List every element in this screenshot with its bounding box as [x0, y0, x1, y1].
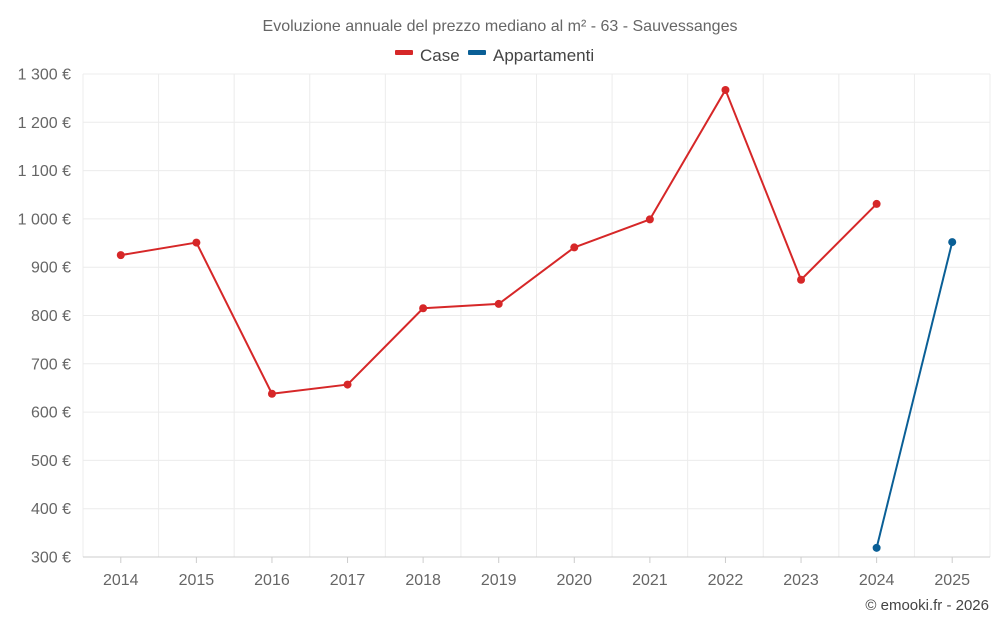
- x-tick-label: 2016: [254, 572, 290, 589]
- x-tick-label: 2025: [934, 572, 970, 589]
- x-tick-label: 2017: [330, 572, 366, 589]
- data-point-case-2022[interactable]: [721, 85, 730, 94]
- legend-label-case: Case: [420, 46, 460, 65]
- grid: [82, 73, 991, 557]
- x-tick-label: 2015: [179, 572, 215, 589]
- axes: 300 € 400 € 500 € 600 € 700 € 800 € 900 € 1 000…: [18, 67, 990, 589]
- y-tick-label: 900 €: [31, 260, 71, 277]
- data-point-case-2018[interactable]: [419, 304, 428, 313]
- chart-title: Evoluzione annuale del prezzo mediano al…: [263, 18, 738, 35]
- y-tick-label: 1 300 €: [18, 67, 71, 84]
- y-tick-label: 1 100 €: [18, 163, 71, 180]
- legend-swatch-case: [395, 50, 413, 55]
- x-tick-label: 2023: [783, 572, 819, 589]
- data-point-case-2019[interactable]: [494, 299, 503, 308]
- legend-label-appartamenti: Appartamenti: [493, 46, 594, 65]
- data-point-case-2017[interactable]: [343, 380, 352, 389]
- legend-item-case[interactable]: Case: [395, 46, 460, 65]
- x-tick-label: 2024: [859, 572, 895, 589]
- data-point-case-2023[interactable]: [797, 275, 806, 284]
- legend: Case Appartamenti: [395, 46, 594, 65]
- legend-item-appartamenti[interactable]: Appartamenti: [468, 46, 594, 65]
- data-point-case-2020[interactable]: [570, 243, 579, 252]
- data-point-appartamenti-2024[interactable]: [872, 543, 881, 552]
- x-tick-label: 2019: [481, 572, 517, 589]
- y-tick-label: 1 000 €: [18, 211, 71, 228]
- credit-text: © emooki.fr - 2026: [865, 597, 989, 614]
- y-tick-label: 300 €: [31, 550, 71, 567]
- data-point-case-2024[interactable]: [872, 199, 881, 208]
- data-point-case-2015[interactable]: [192, 238, 201, 247]
- y-tick-label: 800 €: [31, 308, 71, 325]
- x-tick-label: 2014: [103, 572, 139, 589]
- y-tick-label: 700 €: [31, 356, 71, 373]
- data-point-case-2021[interactable]: [645, 215, 654, 224]
- x-tick-label: 2020: [556, 572, 592, 589]
- series-line-appartamenti: [875, 241, 954, 549]
- y-tick-label: 500 €: [31, 453, 71, 470]
- x-tick-label: 2018: [405, 572, 441, 589]
- series-case: [116, 85, 881, 398]
- y-tick-label: 1 200 €: [18, 115, 71, 132]
- legend-swatch-appartamenti: [468, 50, 486, 55]
- y-tick-label: 600 €: [31, 405, 71, 422]
- data-point-case-2016[interactable]: [267, 389, 276, 398]
- series: [116, 85, 957, 552]
- series-appartamenti: [872, 238, 957, 552]
- x-tick-label: 2022: [708, 572, 744, 589]
- y-tick-label: 400 €: [31, 501, 71, 518]
- data-point-case-2014[interactable]: [116, 251, 125, 260]
- x-tick-label: 2021: [632, 572, 668, 589]
- data-point-appartamenti-2025[interactable]: [948, 238, 957, 247]
